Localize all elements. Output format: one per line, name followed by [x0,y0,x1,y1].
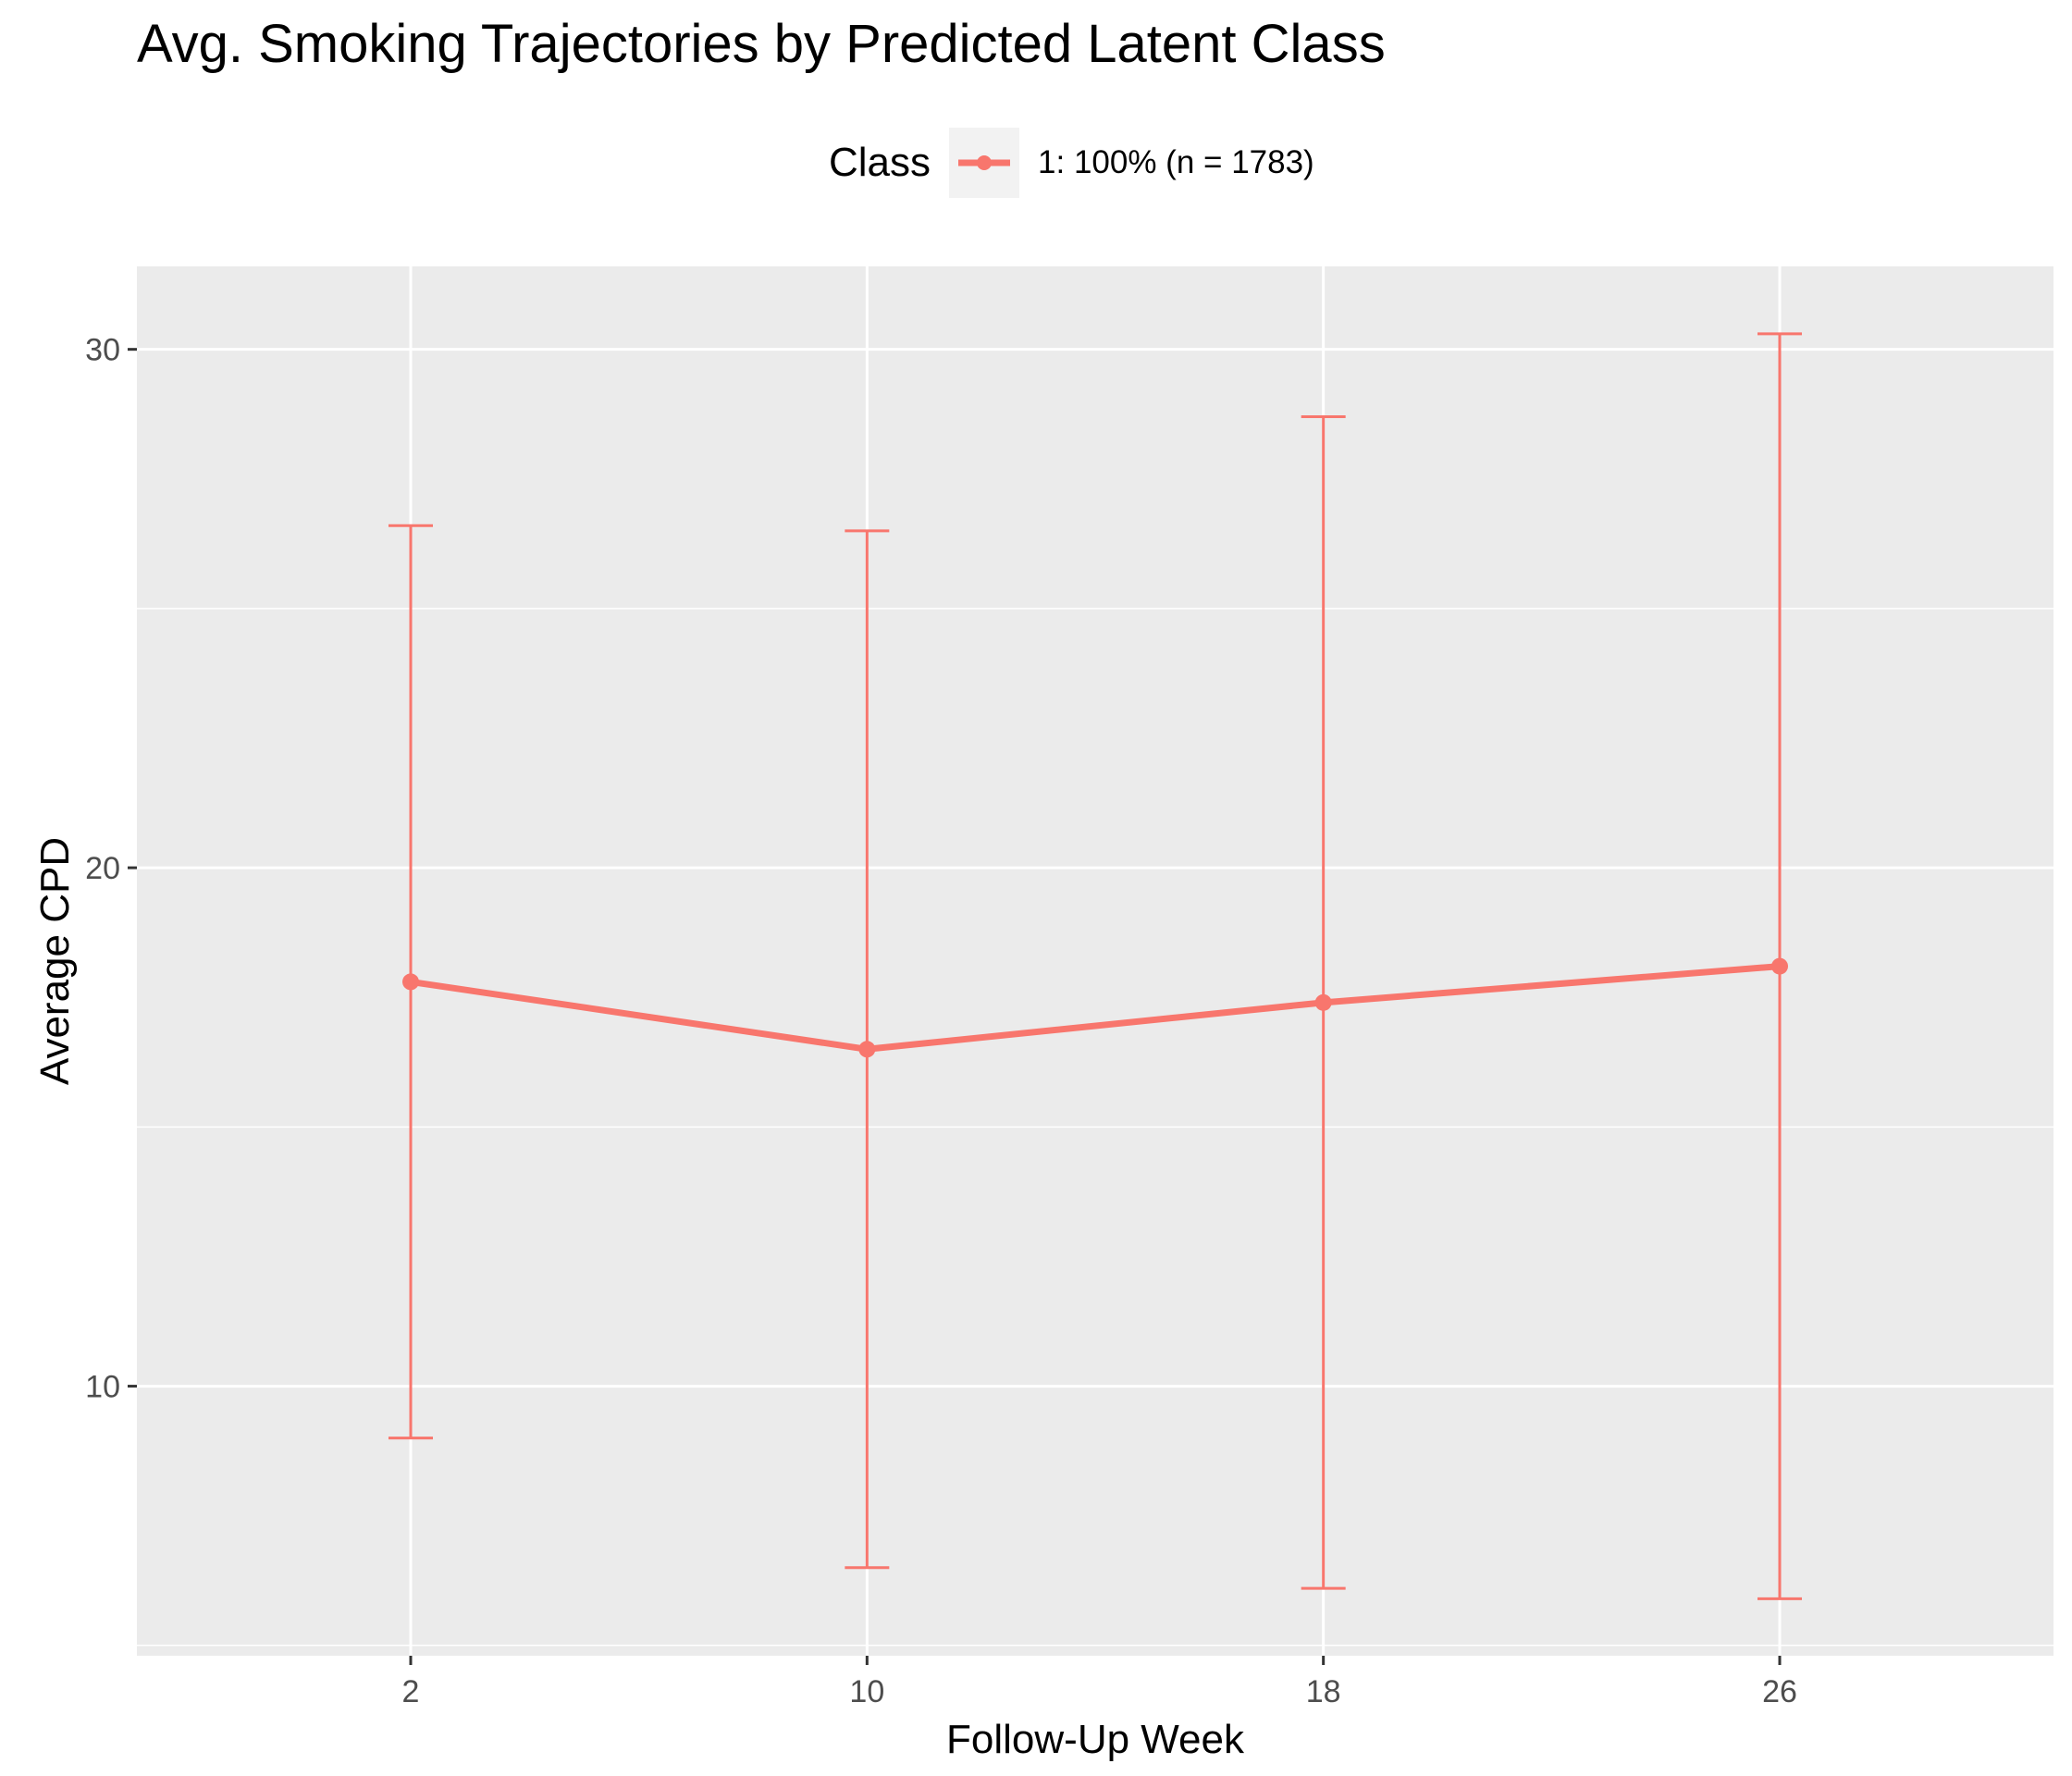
legend-title: Class [829,140,931,185]
data-point [1314,993,1332,1011]
legend-key [949,128,1020,198]
x-tick-label: 18 [1306,1674,1341,1709]
x-tick-label: 26 [1762,1674,1797,1709]
legend-key-swatch [958,155,1011,170]
data-point [1771,957,1788,975]
x-tick-label: 10 [849,1674,884,1709]
panel-background [137,266,2054,1656]
x-tick-label: 2 [402,1674,420,1709]
axes: 10 20 30 2 10 18 26 [85,333,1797,1709]
data-series [388,332,1802,1600]
legend-label-series-1: 1: 100% (n = 1783) [1038,144,1314,180]
chart-title: Avg. Smoking Trajectories by Predicted L… [137,14,1386,74]
y-tick-label: 30 [85,333,120,368]
data-point [858,1041,876,1058]
y-axis-title: Average CPD [32,837,78,1085]
x-axis-title: Follow-Up Week [946,1717,1245,1762]
y-tick-label: 20 [85,851,120,886]
y-tick-label: 10 [85,1370,120,1405]
data-point [402,973,419,991]
series-line [410,963,1781,1053]
legend: Class 1: 100% (n = 1783) [829,128,1314,198]
